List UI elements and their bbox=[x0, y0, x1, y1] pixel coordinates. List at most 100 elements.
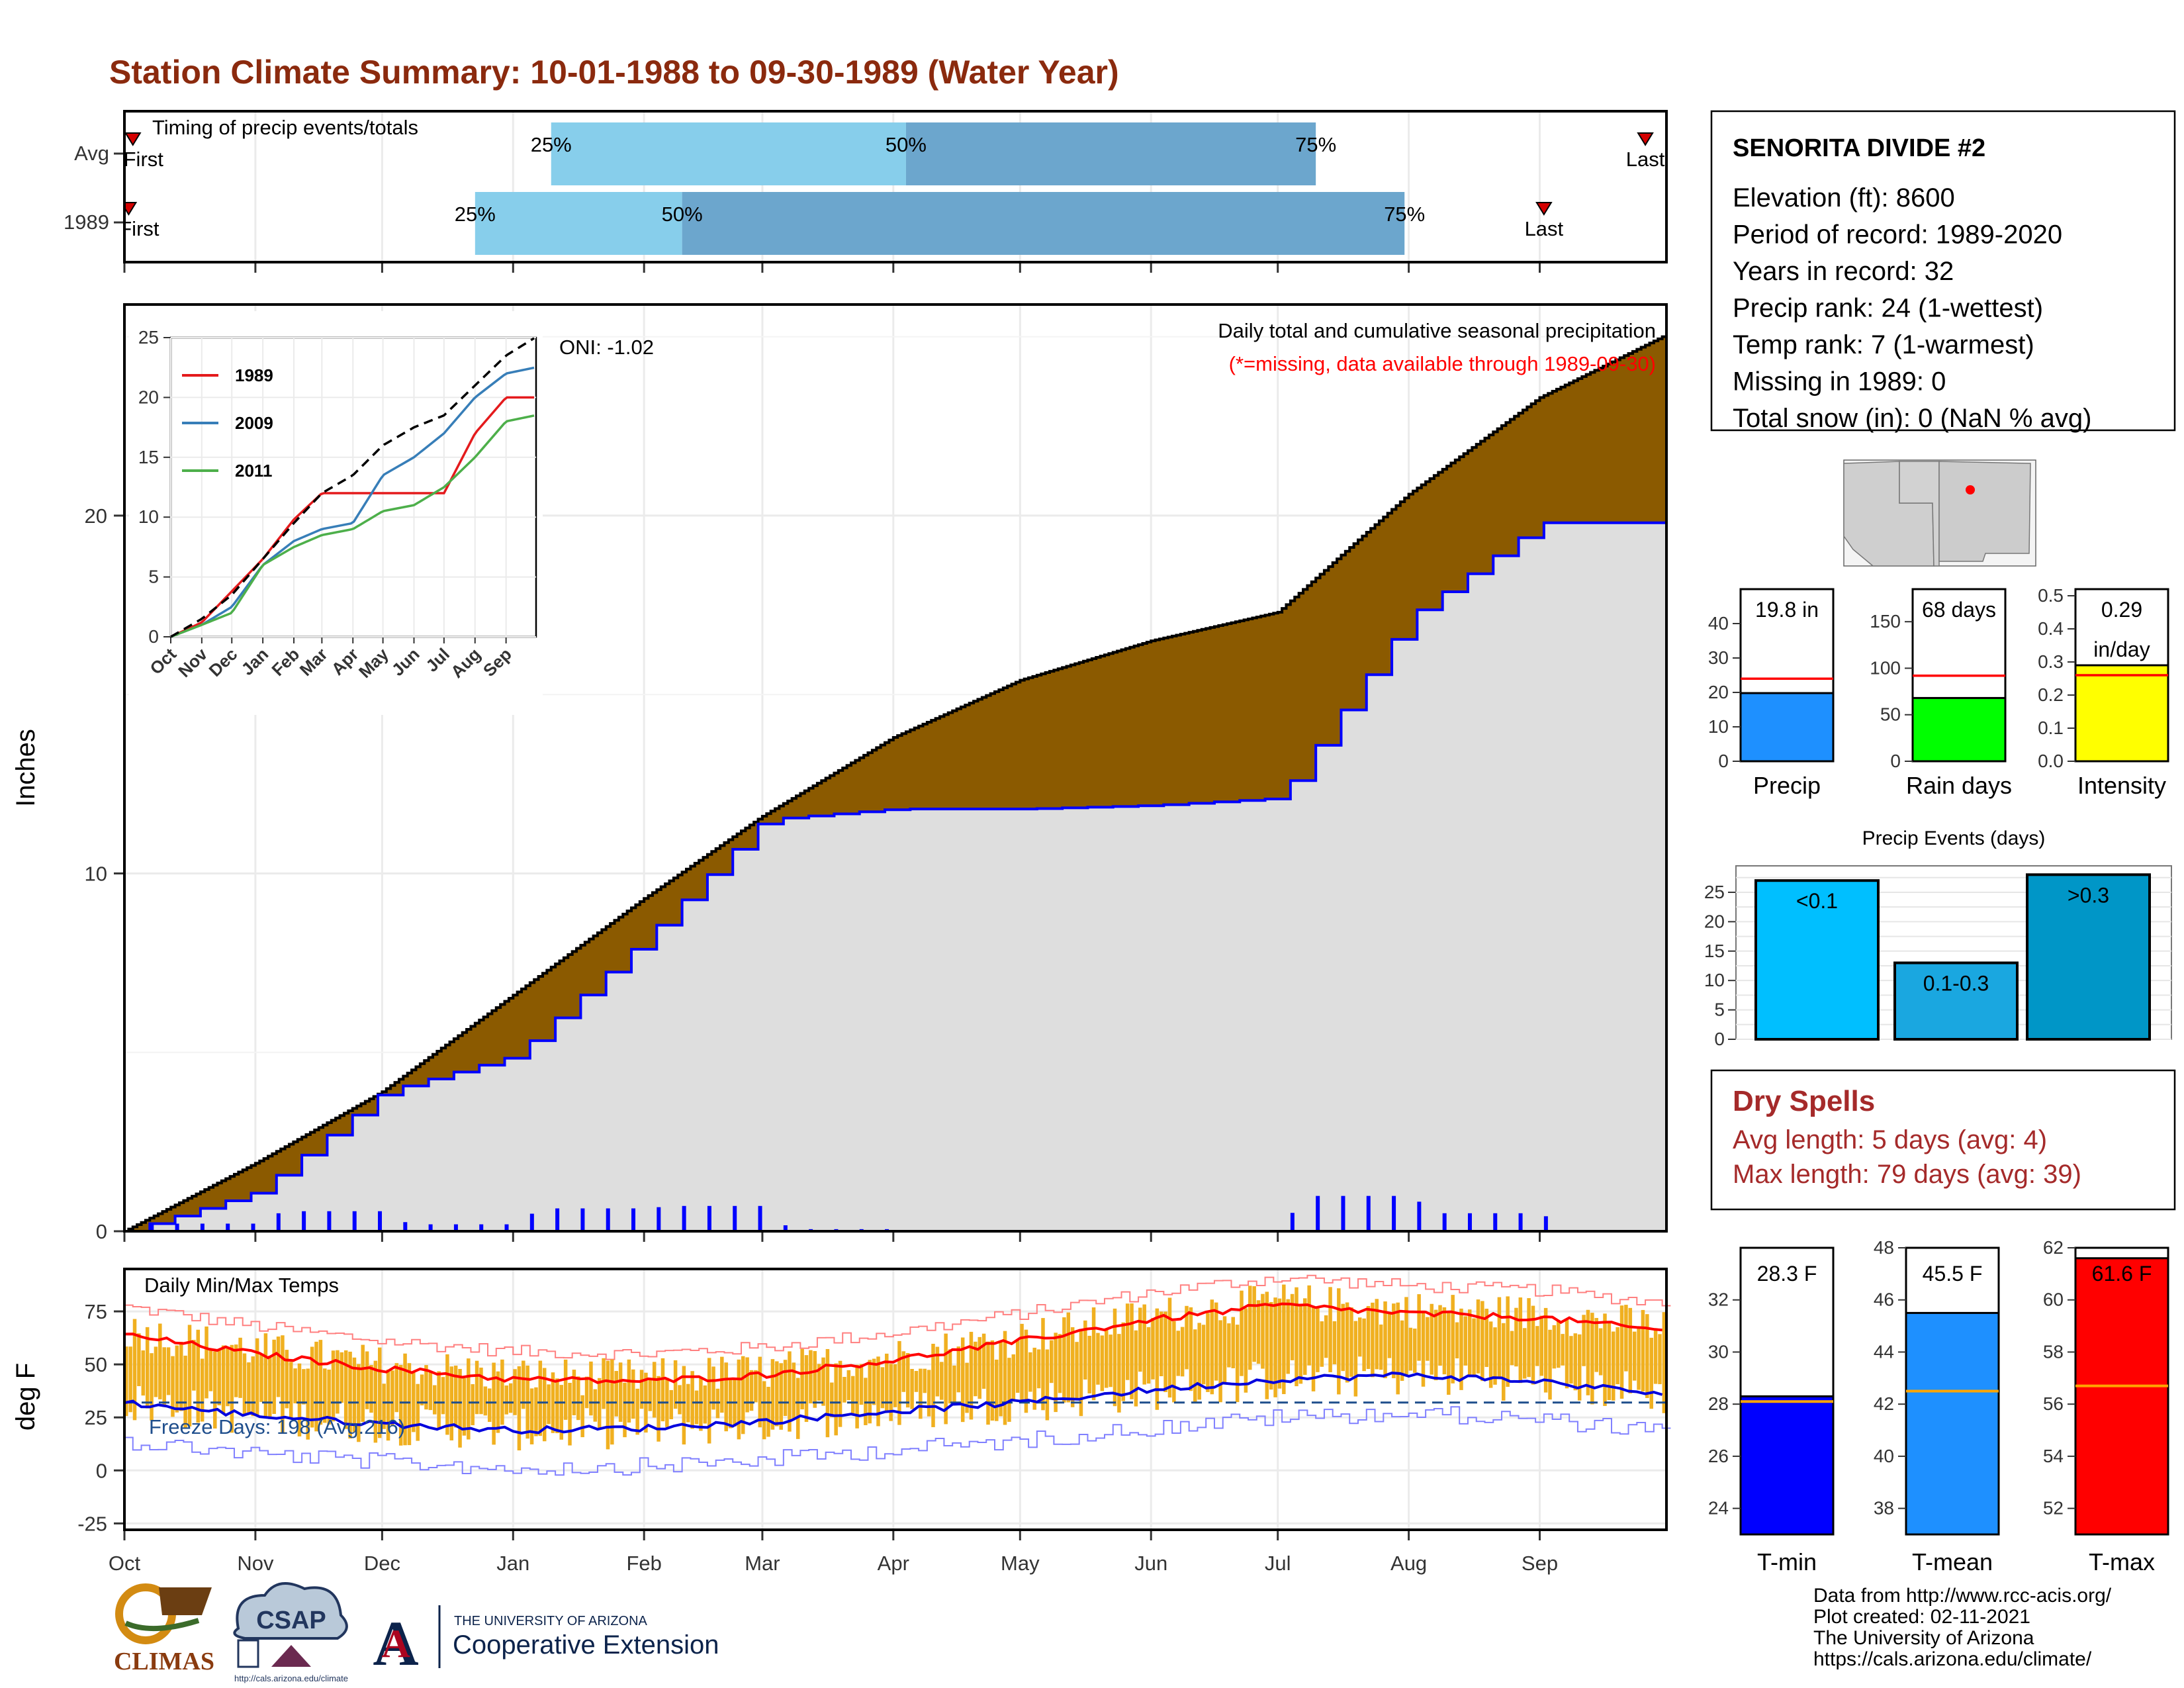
daily-temp-range-bar bbox=[737, 1359, 741, 1440]
daily-temp-range-bar bbox=[1201, 1325, 1206, 1385]
daily-temp-range-bar bbox=[1531, 1305, 1535, 1385]
inset-ytick-label: 10 bbox=[138, 506, 159, 527]
csap-logo: CSAP http://cals.arizona.edu/climate bbox=[233, 1582, 348, 1683]
daily-temp-range-bar bbox=[1045, 1349, 1050, 1421]
daily-temp-range-bar bbox=[445, 1354, 449, 1435]
daily-temp-range-bar bbox=[1594, 1317, 1598, 1372]
daily-temp-range-bar bbox=[1087, 1335, 1091, 1393]
temp-gauge-tick-label: 24 bbox=[1708, 1498, 1729, 1519]
daily-temp-range-bar bbox=[1324, 1315, 1328, 1358]
daily-temp-range-bar bbox=[1438, 1305, 1442, 1366]
gauge-tick-label: 0 bbox=[1890, 751, 1901, 771]
gauge-tick-label: 0.0 bbox=[2038, 751, 2064, 771]
daily-temp-range-bar bbox=[931, 1344, 935, 1427]
daily-temp-range-bar bbox=[1379, 1324, 1383, 1370]
events-ytick-label: 10 bbox=[1704, 970, 1725, 990]
daily-temp-range-bar bbox=[1366, 1305, 1371, 1370]
daily-temp-range-bar bbox=[1332, 1321, 1337, 1364]
daily-precip-bar bbox=[150, 1223, 154, 1231]
oni-value: ONI: -1.02 bbox=[559, 336, 654, 359]
daily-precip-bar bbox=[479, 1224, 484, 1231]
daily-temp-range-bar bbox=[192, 1340, 196, 1391]
daily-temp-range-bar bbox=[1189, 1307, 1193, 1391]
daily-temp-range-bar bbox=[1662, 1312, 1666, 1413]
daily-temp-range-bar bbox=[1362, 1318, 1366, 1372]
daily-temp-range-bar bbox=[893, 1364, 897, 1407]
temp-ylabel: deg F bbox=[11, 1363, 40, 1430]
timing-bar-50-75 bbox=[905, 122, 1316, 185]
temp-gauge-tick-label: 48 bbox=[1874, 1237, 1894, 1258]
temp-ytick-label: 75 bbox=[85, 1300, 107, 1323]
events-ytick-label: 5 bbox=[1714, 1000, 1725, 1020]
daily-temp-range-bar bbox=[407, 1363, 412, 1446]
daily-temp-range-bar bbox=[694, 1390, 699, 1425]
daily-temp-range-bar bbox=[247, 1362, 251, 1413]
daily-temp-range-bar bbox=[179, 1342, 183, 1411]
daily-temp-range-bar bbox=[1066, 1312, 1071, 1403]
daily-temp-range-bar bbox=[897, 1340, 901, 1425]
daily-temp-range-bar bbox=[522, 1360, 525, 1409]
station-info-line: Years in record: 32 bbox=[1733, 257, 1954, 286]
daily-temp-range-bar bbox=[263, 1333, 268, 1417]
daily-temp-range-bar bbox=[834, 1363, 838, 1436]
daily-temp-range-bar bbox=[327, 1370, 331, 1425]
daily-temp-range-bar bbox=[842, 1377, 846, 1403]
station-info-line: Total snow (in): 0 (NaN % avg) bbox=[1733, 404, 2091, 433]
daily-temp-range-bar bbox=[830, 1382, 834, 1418]
events-ytick-label: 20 bbox=[1704, 911, 1725, 931]
temp-gauge-tick-label: 46 bbox=[1874, 1289, 1894, 1310]
daily-precip-bar bbox=[555, 1208, 560, 1231]
daily-temp-range-bar bbox=[1248, 1286, 1252, 1370]
inset-series-line bbox=[170, 414, 535, 638]
daily-temp-range-bar bbox=[618, 1362, 623, 1422]
gauge-tick-label: 0 bbox=[1718, 751, 1729, 771]
daily-precip-bar bbox=[1290, 1213, 1295, 1231]
daily-temp-range-bar bbox=[1598, 1328, 1603, 1376]
dry-spells-title: Dry Spells bbox=[1733, 1085, 1875, 1117]
daily-temp-range-bar bbox=[809, 1350, 813, 1404]
daily-temp-range-bar bbox=[1612, 1331, 1615, 1401]
last-event-label: Last bbox=[1626, 148, 1665, 171]
daily-temp-range-bar bbox=[1433, 1309, 1438, 1381]
daily-temp-range-bar bbox=[563, 1359, 568, 1420]
daily-temp-range-bar bbox=[1522, 1328, 1527, 1379]
daily-temp-range-bar bbox=[1210, 1299, 1214, 1395]
daily-temp-range-bar bbox=[1227, 1323, 1231, 1368]
daily-temp-range-bar bbox=[1353, 1321, 1358, 1397]
daily-temp-range-bar bbox=[1447, 1312, 1451, 1395]
daily-temp-range-bar bbox=[276, 1336, 281, 1397]
daily-temp-range-bar bbox=[572, 1370, 576, 1415]
average-max-line bbox=[124, 1302, 1662, 1384]
daily-temp-range-bar bbox=[1624, 1305, 1628, 1372]
daily-temp-range-bar bbox=[538, 1360, 543, 1436]
gauge-tick-label: 50 bbox=[1880, 704, 1901, 725]
gauge-value: 19.8 in bbox=[1755, 598, 1819, 622]
daily-temp-range-bar bbox=[1632, 1331, 1637, 1381]
event-bar-label: >0.3 bbox=[2068, 883, 2109, 907]
daily-temp-range-bar bbox=[171, 1356, 175, 1417]
month-label: Aug bbox=[1390, 1552, 1427, 1575]
daily-temp-range-bar bbox=[529, 1388, 534, 1444]
daily-temp-range-bar bbox=[682, 1366, 686, 1445]
gauge-tick-label: 0.5 bbox=[2038, 585, 2064, 606]
daily-precip-bar bbox=[428, 1224, 433, 1231]
daily-temp-range-bar bbox=[1277, 1298, 1282, 1389]
daily-temp-range-bar bbox=[627, 1359, 631, 1423]
daily-temp-range-bar bbox=[318, 1340, 323, 1425]
daily-temp-range-bar bbox=[132, 1319, 137, 1421]
ua-logo: A A THE UNIVERSITY OF ARIZONA Cooperativ… bbox=[364, 1605, 719, 1679]
daily-temp-range-bar bbox=[1015, 1340, 1020, 1393]
daily-temp-range-bar bbox=[1117, 1334, 1121, 1413]
month-label: Dec bbox=[364, 1552, 400, 1575]
daily-temp-range-bar bbox=[821, 1357, 825, 1406]
daily-temp-range-bar bbox=[770, 1359, 775, 1430]
daily-temp-range-bar bbox=[1303, 1298, 1307, 1375]
daily-precip-bar bbox=[352, 1211, 357, 1231]
daily-precip-bar bbox=[1417, 1201, 1422, 1231]
gauge-tick-label: 0.2 bbox=[2038, 684, 2064, 705]
daily-temp-range-bar bbox=[969, 1331, 974, 1420]
daily-temp-range-bar bbox=[813, 1351, 817, 1408]
month-axis: Oct Nov Dec Jan Feb Mar Apr May Jun Jul Aug Sep bbox=[109, 263, 1558, 1575]
timing-mask bbox=[0, 114, 123, 259]
daily-temp-range-bar bbox=[1316, 1307, 1320, 1372]
